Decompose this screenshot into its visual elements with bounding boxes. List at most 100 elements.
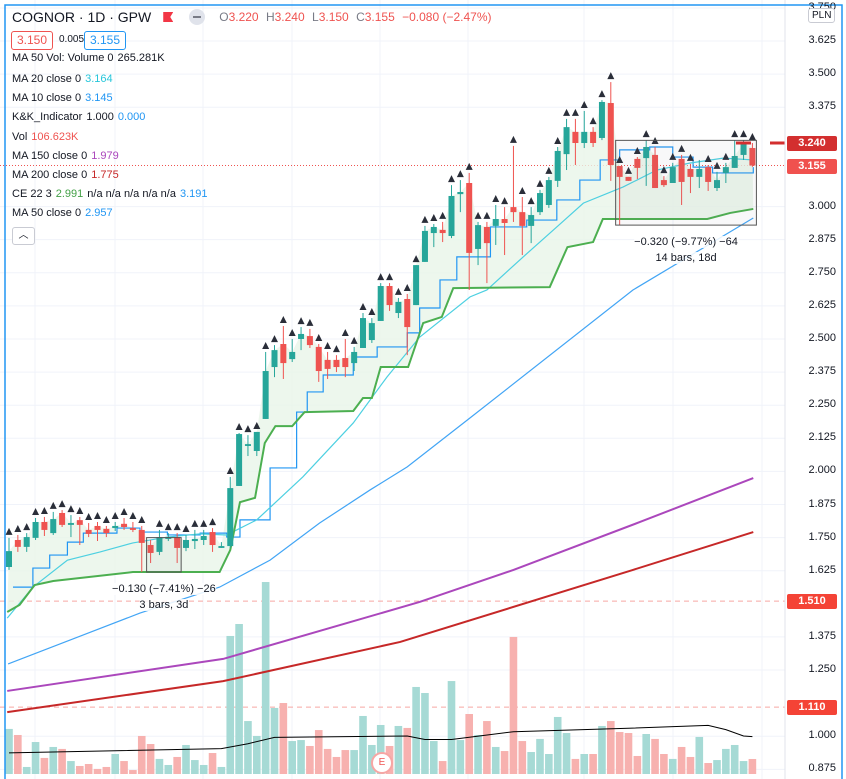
symbol-title[interactable]: COGNOR · 1D · GPW <box>12 9 152 25</box>
signal-triangle-icon <box>545 166 553 174</box>
volume-bar <box>403 727 412 774</box>
measure-label: 3 bars, 3d <box>139 599 189 612</box>
spread-value: 0.005 <box>59 34 85 45</box>
volume-bar <box>722 748 730 774</box>
candle-body <box>244 444 251 446</box>
signal-triangle-icon <box>412 255 420 263</box>
candle <box>41 516 48 537</box>
flag-icon[interactable] <box>163 12 174 22</box>
volume-bar <box>642 734 650 774</box>
signal-triangle-icon <box>94 511 101 519</box>
candle <box>590 127 597 147</box>
minus-circle-icon[interactable] <box>189 9 206 25</box>
candle <box>537 189 543 216</box>
signal-triangle-icon <box>678 144 686 152</box>
volume-bar <box>120 761 128 774</box>
legend-value: 1.775 <box>91 169 119 181</box>
price-tick-label: 3.500 <box>808 67 836 80</box>
candle-body <box>687 168 694 177</box>
candle-body <box>563 127 570 155</box>
candle-body <box>191 538 198 542</box>
legend-row[interactable]: Vol 106.623K <box>12 131 82 143</box>
candle <box>616 166 623 226</box>
candle-body <box>32 521 39 538</box>
legend-row[interactable]: CE 22 3 2.991 n/a n/a n/a n/a n/a 3.191 <box>12 188 212 200</box>
candle-body <box>351 351 358 364</box>
signal-triangle-icon <box>315 334 323 342</box>
buy-price-button[interactable]: 3.155 <box>84 31 127 50</box>
collapse-legend-button[interactable]: ︿ <box>12 227 35 245</box>
candle <box>598 100 605 141</box>
legend-row[interactable]: MA 50 close 0 2.957 <box>12 207 117 219</box>
candle-body <box>731 155 738 168</box>
candle <box>59 510 66 528</box>
signal-triangle-icon <box>32 508 40 516</box>
legend-row[interactable]: MA 20 close 0 3.164 <box>12 73 117 85</box>
legend-row[interactable]: MA 10 close 0 3.145 <box>12 92 117 104</box>
signal-triangle-icon <box>332 345 340 353</box>
legend-row[interactable]: MA 200 close 0 1.775 <box>12 169 123 181</box>
signal-triangle-icon <box>279 316 287 324</box>
volume-bar <box>438 761 447 774</box>
legend-row[interactable]: K&K_Indicator 1.000 0.000 <box>12 111 149 123</box>
candle-body <box>377 286 384 321</box>
volume-bar <box>297 740 305 774</box>
volume-bar <box>67 761 75 774</box>
candle <box>572 118 579 165</box>
signal-triangle-icon <box>430 214 438 222</box>
candle <box>439 221 446 243</box>
candle <box>244 435 251 457</box>
candle-body <box>76 520 83 525</box>
signal-triangle-icon <box>271 335 278 343</box>
signal-triangle-icon <box>554 136 562 144</box>
candle <box>32 518 39 540</box>
price-tick-label: 2.750 <box>808 265 836 278</box>
signal-triangle-icon <box>580 100 588 108</box>
candle <box>76 516 83 546</box>
volume-bar <box>571 758 580 774</box>
volume-bar <box>173 756 181 774</box>
legend-row[interactable]: MA 150 close 0 1.979 <box>12 150 123 162</box>
signal-triangle-icon <box>155 519 163 527</box>
ohlc-values: O3.220 H3.240 L3.150 C3.155 −0.080 (−2.4… <box>219 10 492 24</box>
price-axis-bg[interactable] <box>785 0 846 779</box>
candle <box>722 162 729 183</box>
volume-bar <box>553 716 562 774</box>
signal-triangle-icon <box>244 425 252 433</box>
volume-bar <box>306 745 314 774</box>
candle-body <box>41 521 48 530</box>
volume-bar <box>270 707 279 774</box>
volume-bar <box>155 758 164 774</box>
legend-name: MA 50 Vol: Volume 0 <box>12 52 114 64</box>
measure-label: 14 bars, 18d <box>655 252 717 265</box>
volume-bar <box>102 766 111 774</box>
price-tag[interactable]: 3.155 <box>787 158 837 174</box>
price-tick-label: 0.875 <box>808 762 836 775</box>
measure-box <box>146 537 182 573</box>
volume-bar <box>633 755 642 774</box>
volume-bar <box>607 721 615 774</box>
volume-bar <box>430 741 438 774</box>
price-tag[interactable]: 1.110 <box>787 700 837 716</box>
signal-triangle-icon <box>704 154 712 162</box>
candle-body <box>466 182 473 253</box>
legend-row[interactable]: MA 50 Vol: Volume 0 265.281K <box>12 52 169 64</box>
price-tag[interactable]: 3.240 <box>787 136 837 151</box>
currency-label[interactable]: PLN <box>808 8 836 23</box>
measure-boxes[interactable] <box>146 139 757 573</box>
volume-bar <box>314 730 323 774</box>
volume-bar <box>598 725 606 774</box>
signal-triangle-icon <box>483 211 491 219</box>
legend-value: 3.164 <box>85 73 113 85</box>
sell-price-button[interactable]: 3.150 <box>11 31 54 50</box>
candle <box>236 432 243 486</box>
price-tag[interactable]: 1.510 <box>787 594 837 610</box>
candle <box>377 283 384 321</box>
candle-body <box>421 230 428 262</box>
volume-bar <box>350 750 358 774</box>
candle <box>696 159 703 189</box>
legend-name: CE 22 3 <box>12 188 52 200</box>
earnings-badge[interactable]: E <box>371 752 393 774</box>
candle <box>227 476 234 548</box>
